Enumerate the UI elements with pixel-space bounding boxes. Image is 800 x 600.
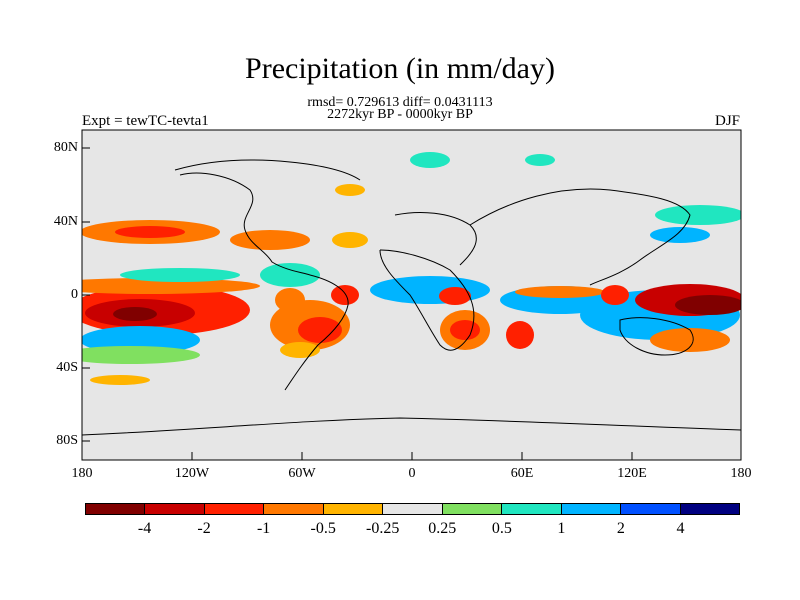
y-tick-label: 40S [56, 360, 78, 375]
colorbar-label: 4 [676, 520, 685, 537]
x-tick-label: 0 [408, 466, 416, 481]
colorbar-swatch [442, 504, 503, 514]
arctic-coast [174, 159, 361, 181]
colorbar-swatch [86, 504, 146, 514]
experiment-label: Expt = tewTC-tevta1 [82, 113, 209, 129]
colorbar-swatch [561, 504, 622, 514]
colorbar-label: 0.5 [491, 520, 512, 537]
colorbar-swatch [323, 504, 384, 514]
y-tick-label: 80N [53, 140, 78, 155]
north-atlantic-dry-anomaly [230, 230, 310, 250]
x-tick-label: 60E [510, 466, 534, 481]
season-label: DJF [714, 113, 740, 129]
north-america-coast [179, 172, 311, 276]
stats-line: rmsd= 0.729613 diff= 0.0431113 [307, 95, 493, 110]
y-tick-label: 0 [71, 287, 78, 302]
x-tick-label: 120W [174, 466, 210, 481]
y-tick-label: 40N [53, 214, 78, 229]
x-tick-label: 60W [288, 466, 316, 481]
colorbar-label: 0.25 [428, 520, 457, 537]
colorbar-label: -0.5 [310, 520, 336, 537]
colorbar-label: 1 [557, 520, 566, 537]
colorbar-label: -2 [197, 520, 211, 537]
colorbar-label: -4 [137, 520, 152, 537]
australia-coast [619, 317, 694, 356]
colorbar-swatch [264, 504, 324, 514]
europe-coast [394, 211, 477, 266]
colorbar-label: 2 [616, 520, 625, 537]
x-tick-label: 180 [730, 466, 752, 481]
africa-coast [379, 249, 475, 351]
colorbar-label: -1 [256, 520, 271, 537]
africa-equatorial-wet-anomaly [370, 276, 490, 304]
south-america-coast [284, 274, 349, 391]
anomaly-fields [82, 152, 741, 385]
x-tick-label: 120E [617, 466, 647, 481]
colorbar-swatch [204, 504, 265, 514]
chart-title: Precipitation (in mm/day) [245, 52, 555, 85]
asia-coast [469, 188, 691, 286]
y-tick-label: 80S [56, 433, 78, 448]
colorbar-swatch [502, 504, 562, 514]
colorbar [85, 503, 740, 515]
colorbar-label: -0.25 [366, 520, 400, 537]
colorbar-swatch [621, 504, 681, 514]
coastlines [82, 159, 741, 436]
colorbar-swatch [680, 504, 739, 514]
equatorial-pacific-band [82, 278, 260, 294]
antarctica-coast [82, 417, 741, 436]
period-line: 2272kyr BP - 0000kyr BP [327, 107, 473, 122]
axis-ticks [82, 147, 633, 460]
map-area [82, 130, 741, 460]
colorbar-swatch [145, 504, 205, 514]
colorbar-swatch [383, 504, 443, 514]
x-tick-label: 180 [71, 466, 93, 481]
